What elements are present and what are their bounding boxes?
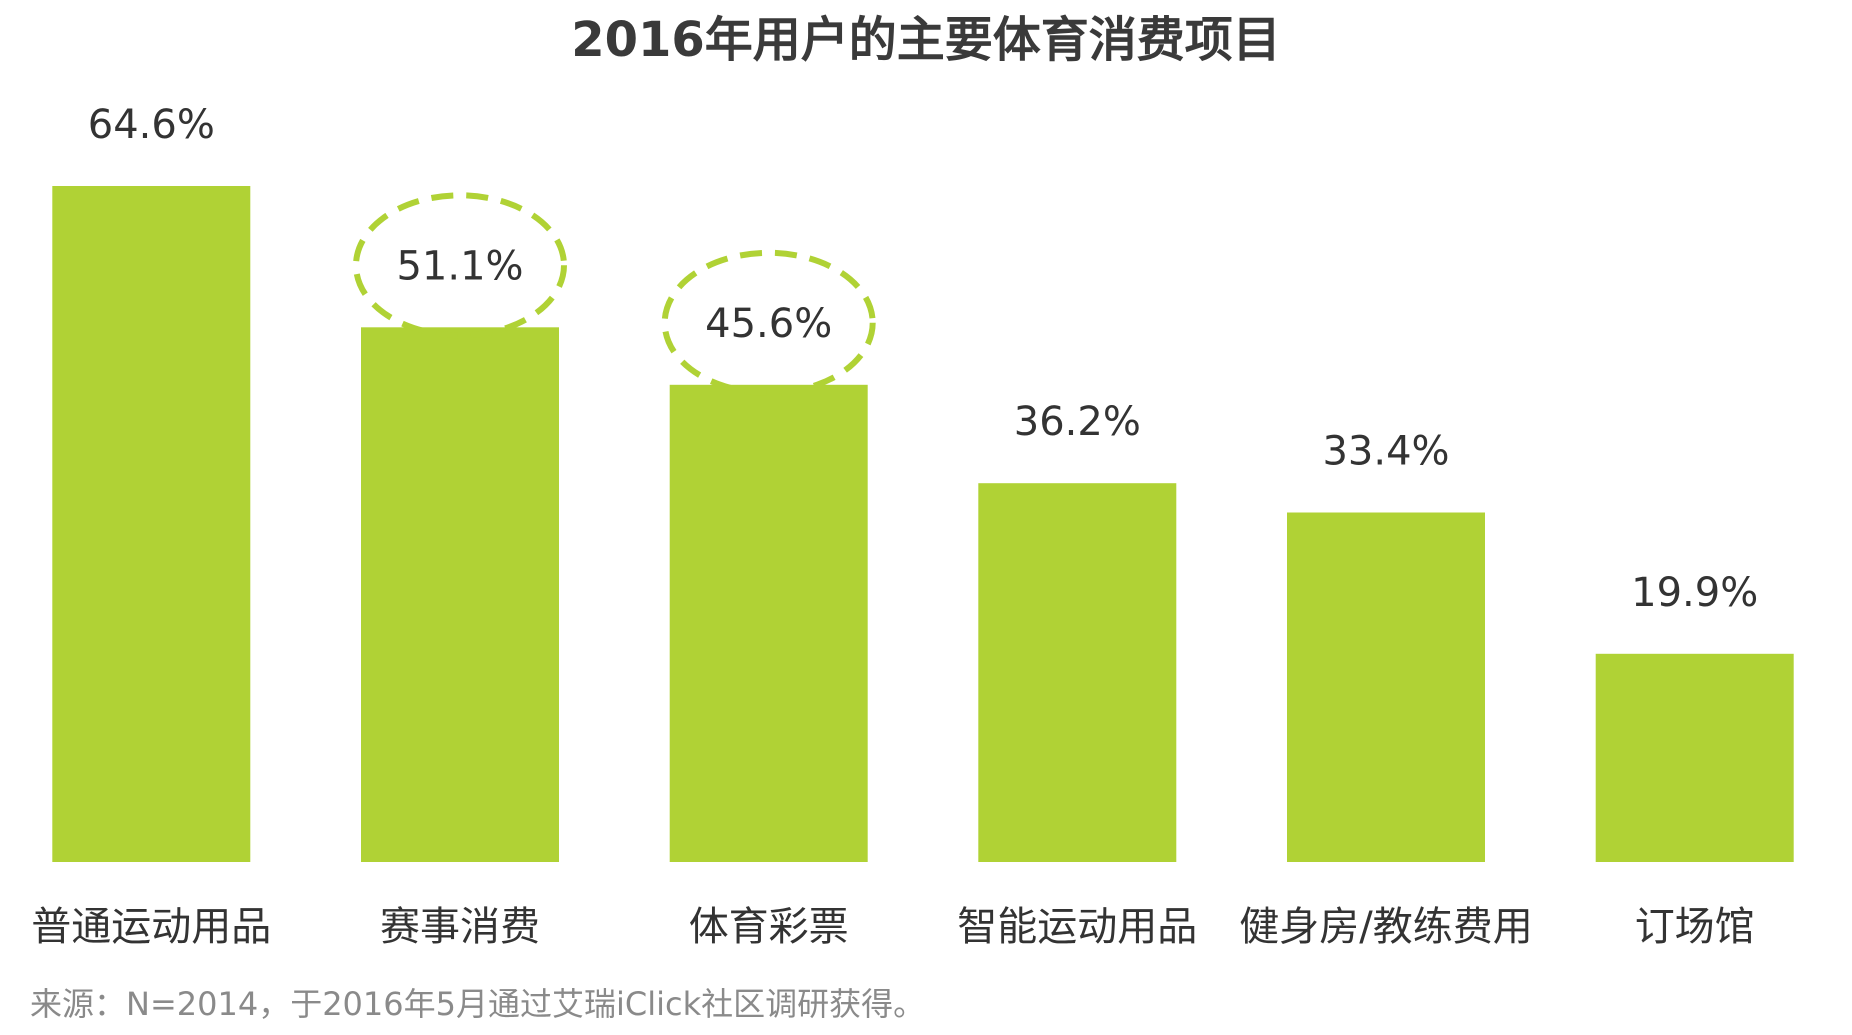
highlight-circle-2 xyxy=(353,192,567,339)
category-label-6: 订场馆 xyxy=(1635,904,1755,950)
category-label-4: 智能运动用品 xyxy=(957,904,1197,950)
category-label-5: 健身房/教练费用 xyxy=(1239,904,1532,950)
chart-title: 2016年用户的主要体育消费项目 xyxy=(571,12,1281,68)
value-label-3: 45.6% xyxy=(705,301,832,347)
value-label-4: 36.2% xyxy=(1014,399,1141,445)
category-label-2: 赛事消费 xyxy=(380,904,540,950)
bar-1 xyxy=(52,186,251,862)
bars-layer xyxy=(52,186,1794,862)
value-label-2: 51.1% xyxy=(396,243,523,289)
value-label-5: 33.4% xyxy=(1322,429,1449,475)
bar-3 xyxy=(669,384,868,862)
highlights-layer xyxy=(353,192,876,396)
bar-4 xyxy=(978,483,1177,862)
value-label-1: 64.6% xyxy=(88,102,215,148)
value-labels-layer: 64.6% 51.1% 45.6% 36.2% 33.4% 19.9% xyxy=(88,102,1758,616)
category-label-1: 普通运动用品 xyxy=(31,904,271,950)
highlight-circle-3 xyxy=(661,249,876,396)
value-label-6: 19.9% xyxy=(1631,570,1758,616)
bar-5 xyxy=(1287,512,1485,862)
category-labels-layer: 普通运动用品 赛事消费 体育彩票 智能运动用品 健身房/教练费用 订场馆 xyxy=(31,904,1754,950)
bar-2 xyxy=(361,327,559,862)
category-label-3: 体育彩票 xyxy=(689,904,849,950)
source-note: 来源：N=2014，于2016年5月通过艾瑞iClick社区调研获得。 xyxy=(30,985,925,1023)
bar-6 xyxy=(1595,653,1794,862)
